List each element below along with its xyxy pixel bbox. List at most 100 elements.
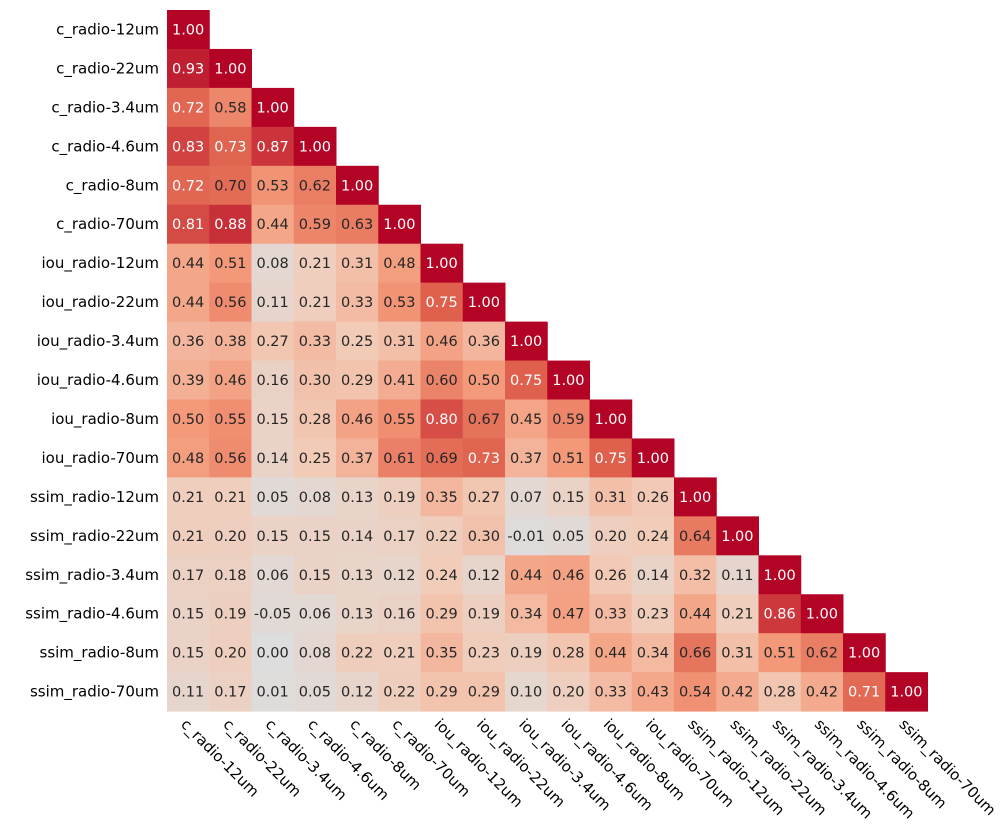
heatmap-cell-r17-c14 [758,672,802,712]
cell-value-label-r11-c7: 0.73 [468,451,500,467]
heatmap-cell-r6-c5 [378,243,421,284]
heatmap-cell-r11-c1 [209,438,252,478]
y-tick-label-3: c_radio-4.6um [51,137,159,156]
cell-value-label-r6-c0: 0.44 [172,256,204,272]
cell-value-label-r7-c0: 0.44 [172,295,204,311]
heatmap-cell-r2-c1 [209,87,252,128]
cell-value-label-r17-c14: 0.28 [763,685,795,701]
cell-value-label-r17-c0: 0.11 [172,685,204,701]
heatmap-cell-r3-c1 [209,126,252,167]
heatmap-cell-r13-c5 [378,516,421,556]
cell-value-label-r8-c4: 0.25 [341,334,373,350]
heatmap-cell-r11-c3 [293,438,337,478]
heatmap-cell-r13-c1 [209,516,252,556]
cell-value-label-r15-c9: 0.47 [552,607,584,623]
cell-value-label-r12-c8: 0.07 [510,490,542,506]
cell-value-label-r6-c6: 1.00 [425,256,457,272]
cell-value-label-r15-c6: 0.29 [425,607,457,623]
heatmap-cell-r7-c7 [462,282,506,323]
cell-value-label-r13-c10: 0.20 [594,529,626,545]
cell-value-label-r13-c0: 0.21 [172,529,204,545]
y-tick-label-0: c_radio-12um [56,20,159,39]
cell-value-label-r14-c2: 0.06 [256,568,288,584]
cell-value-label-r13-c12: 0.64 [679,529,711,545]
cell-value-label-r4-c0: 0.72 [172,178,204,194]
heatmap-cell-r15-c11 [631,594,675,634]
heatmap-cell-r16-c6 [420,633,464,673]
cell-value-label-r16-c9: 0.28 [552,646,584,662]
heatmap-cell-r7-c5 [378,282,421,323]
heatmap-cell-r4-c4 [336,165,379,206]
heatmap-cell-r9-c5 [378,360,421,400]
cell-value-label-r3-c0: 0.83 [172,139,204,155]
y-tick-label-7: iou_radio-22um [42,293,159,312]
cell-value-label-r13-c13: 1.00 [721,529,753,545]
heatmap-cell-r16-c3 [293,633,337,673]
cell-value-label-r12-c0: 0.21 [172,490,204,506]
heatmap-cell-r8-c1 [209,321,252,362]
heatmap-cell-r5-c2 [251,204,295,245]
cell-value-label-r14-c3: 0.15 [299,568,331,584]
heatmap-cell-r14-c10 [589,555,633,595]
cell-value-label-r12-c7: 0.27 [468,490,500,506]
heatmap-cell-r13-c13 [716,516,759,556]
heatmap-cell-r8-c0 [167,321,210,362]
heatmap-cell-r17-c5 [378,672,421,712]
y-tick-label-17: ssim_radio-70um [30,683,159,702]
cell-value-label-r16-c3: 0.08 [299,646,331,662]
cell-value-label-r15-c2: -0.05 [254,607,292,623]
heatmap-cell-r16-c5 [378,633,421,673]
heatmap-cell-r11-c6 [420,438,464,478]
cell-value-label-r11-c1: 0.56 [214,451,246,467]
heatmap-cell-r9-c9 [547,360,590,400]
heatmap-cell-r17-c16 [843,672,886,712]
cell-value-label-r8-c5: 0.31 [383,334,415,350]
cell-value-label-r13-c7: 0.30 [468,529,500,545]
cell-value-label-r14-c8: 0.44 [510,568,542,584]
heatmap-cell-r11-c2 [251,438,295,478]
cell-value-label-r12-c4: 0.13 [341,490,373,506]
heatmap-cell-r17-c1 [209,672,252,712]
y-tick-label-1: c_radio-22um [56,59,159,78]
cell-value-label-r17-c7: 0.29 [468,685,500,701]
heatmap-cell-r14-c1 [209,555,252,595]
cell-value-label-r16-c7: 0.23 [468,646,500,662]
heatmap-cell-r7-c1 [209,282,252,323]
cell-value-label-r16-c8: 0.19 [510,646,542,662]
heatmap-cell-r9-c3 [293,360,337,400]
heatmap-cell-r3-c3 [293,126,337,167]
heatmap-cell-r7-c3 [293,282,337,323]
cell-value-label-r2-c1: 0.58 [214,100,246,116]
heatmap-cell-r5-c4 [336,204,379,245]
heatmap-cell-r13-c6 [420,516,464,556]
cell-value-label-r11-c8: 0.37 [510,451,542,467]
x-axis-tick-labels: c_radio-12umc_radio-22umc_radio-3.4umc_r… [177,715,1000,823]
heatmap-cell-r8-c4 [336,321,379,362]
heatmap-cell-r9-c4 [336,360,379,400]
heatmap-cell-r9-c2 [251,360,295,400]
heatmap-cell-r14-c9 [547,555,590,595]
heatmap-cell-r10-c1 [209,399,252,439]
heatmap-cell-r17-c2 [251,672,295,712]
cell-value-label-r15-c3: 0.06 [299,607,331,623]
cell-value-label-r12-c2: 0.05 [256,490,288,506]
cell-value-label-r15-c8: 0.34 [510,607,542,623]
cell-value-label-r14-c0: 0.17 [172,568,204,584]
heatmap-cell-r6-c6 [420,243,464,284]
cell-value-label-r15-c4: 0.13 [341,607,373,623]
heatmap-cell-r17-c8 [505,672,548,712]
cell-value-label-r8-c0: 0.36 [172,334,204,350]
heatmap-cell-r13-c4 [336,516,379,556]
heatmap-cell-r13-c7 [462,516,506,556]
cell-value-label-r17-c4: 0.12 [341,685,373,701]
heatmap-cell-r10-c5 [378,399,421,439]
heatmap-cell-r5-c0 [167,204,210,245]
cell-value-label-r15-c1: 0.19 [214,607,246,623]
heatmap-cell-r15-c9 [547,594,590,634]
cell-value-label-r15-c11: 0.23 [637,607,669,623]
heatmap-cell-r16-c0 [167,633,210,673]
heatmap-cell-r17-c0 [167,672,210,712]
heatmap-cell-r15-c5 [378,594,421,634]
cell-value-label-r9-c6: 0.60 [425,373,457,389]
